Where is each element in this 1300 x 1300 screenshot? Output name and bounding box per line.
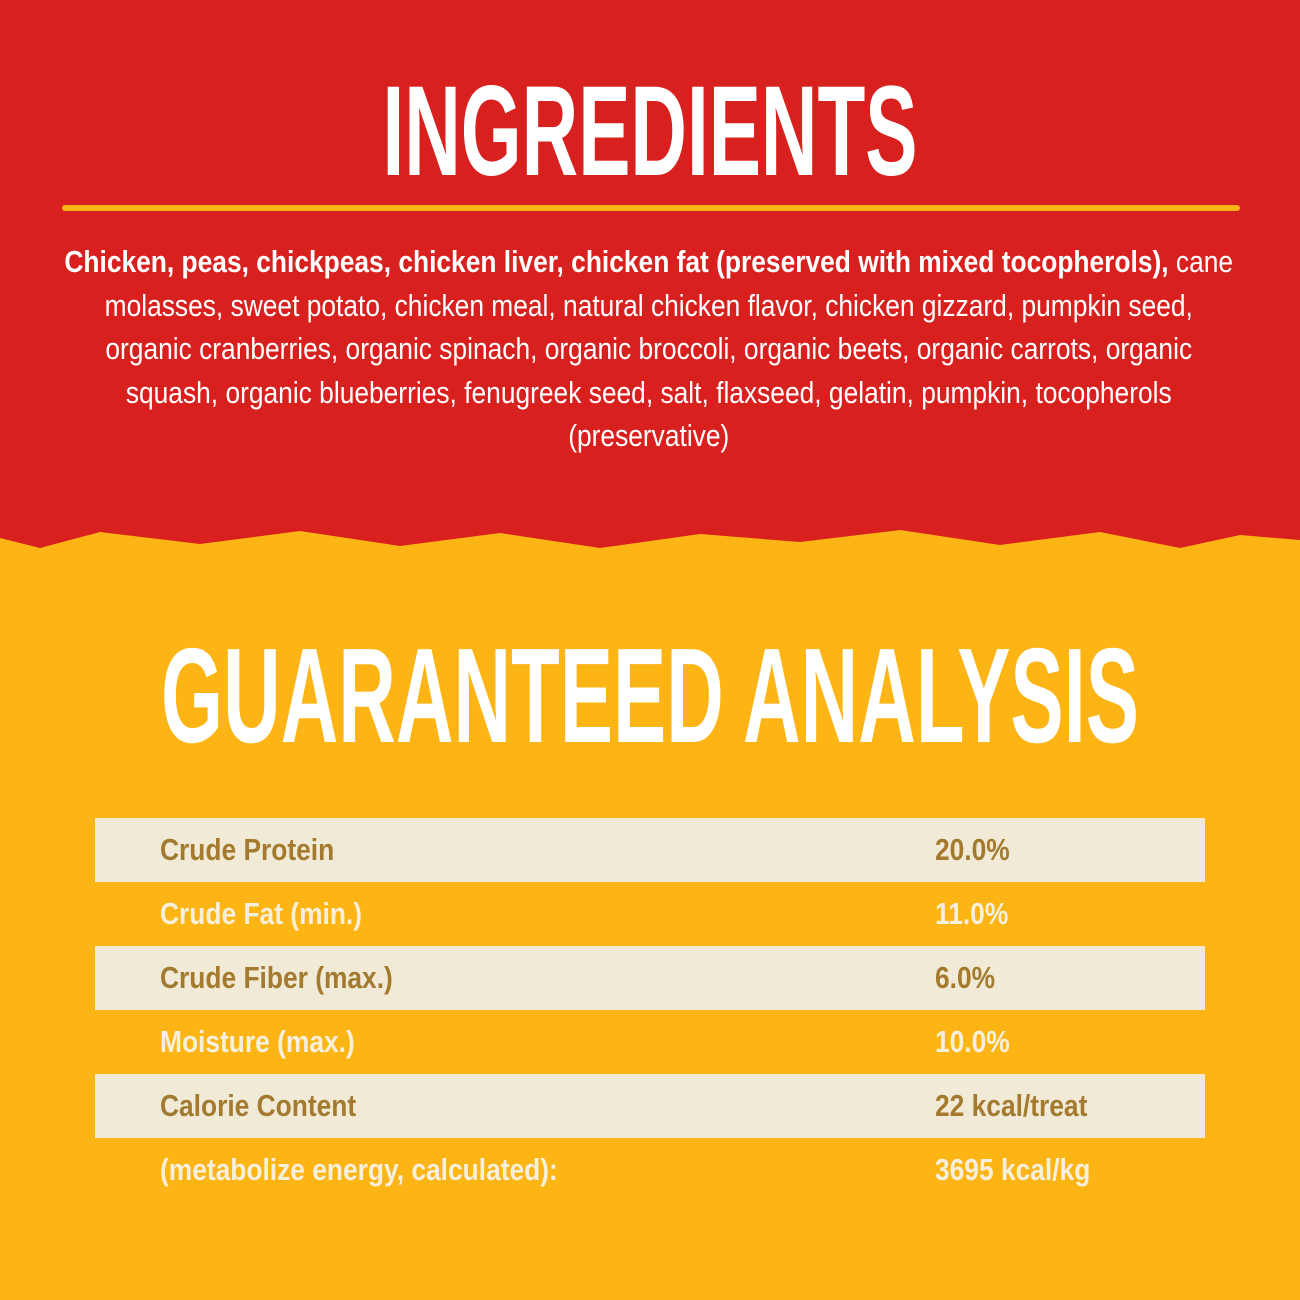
analysis-row: Crude Protein 20.0% <box>95 818 1205 882</box>
analysis-row: Calorie Content 22 kcal/treat <box>95 1074 1205 1138</box>
ingredients-rest: cane molasses, sweet potato, chicken mea… <box>104 244 1234 453</box>
row-value: 3695 kcal/kg <box>935 1152 1091 1187</box>
row-label: Crude Protein <box>160 832 335 867</box>
row-label: (metabolize energy, calculated): <box>160 1152 558 1187</box>
row-value: 6.0% <box>935 960 996 995</box>
analysis-row: Moisture (max.) 10.0% <box>95 1010 1205 1074</box>
row-label: Calorie Content <box>160 1088 357 1123</box>
ingredients-bold: Chicken, peas, chickpeas, chicken liver,… <box>64 244 1169 279</box>
ingredients-title: INGREDIENTS <box>383 60 918 203</box>
row-label: Moisture (max.) <box>160 1024 355 1059</box>
row-value: 10.0% <box>935 1024 1010 1059</box>
ingredients-text: Chicken, peas, chickpeas, chicken liver,… <box>58 240 1240 458</box>
row-value: 11.0% <box>935 896 1009 931</box>
row-label: Crude Fiber (max.) <box>160 960 393 995</box>
row-value: 22 kcal/treat <box>935 1088 1088 1123</box>
analysis-row: Crude Fat (min.) 11.0% <box>95 882 1205 946</box>
row-value: 20.0% <box>935 832 1010 867</box>
analysis-title: GUARANTEED ANALYSIS <box>161 620 1139 771</box>
divider <box>62 205 1240 211</box>
analysis-row: (metabolize energy, calculated): 3695 kca… <box>95 1138 1205 1202</box>
row-label: Crude Fat (min.) <box>160 896 363 931</box>
red-panel <box>0 0 1300 548</box>
analysis-row: Crude Fiber (max.) 6.0% <box>95 946 1205 1010</box>
